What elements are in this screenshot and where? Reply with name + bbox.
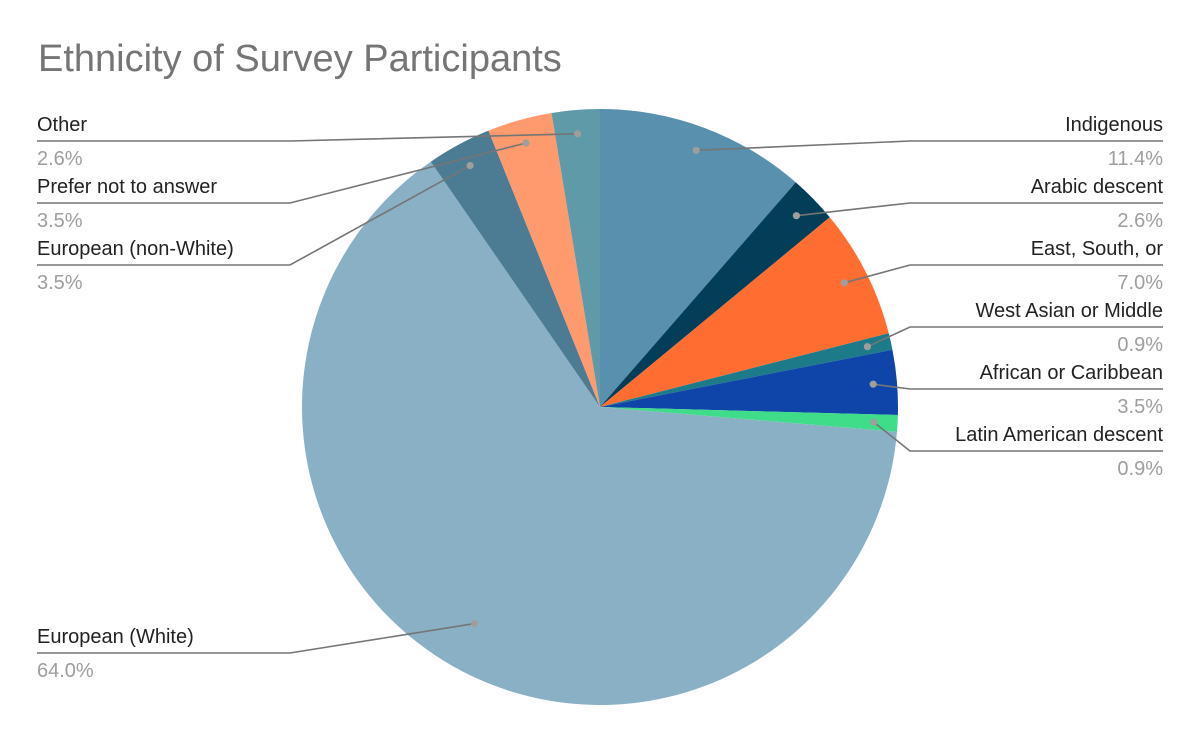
pie-slice-west-asian-or-middle [600, 333, 893, 407]
slice-labels: Indigenous 11.4% Arabic descent 2.6% East, S… [37, 114, 1163, 682]
leader-line-latin-american-descent [873, 421, 1163, 452]
slice-label-indigenous: Indigenous [1065, 114, 1163, 136]
pie-slice-east-south-or [600, 217, 889, 407]
slice-label-european-white: European (White) [37, 626, 194, 648]
leader-line-arabic-descent [796, 202, 1163, 217]
slice-label-west-asian-or-middle: West Asian or Middle [976, 300, 1164, 322]
chart-title: Ethnicity of Survey Participants [38, 38, 562, 80]
leader-line-west-asian-or-middle [867, 326, 1163, 348]
leader-line-east-south-or [844, 264, 1163, 284]
leader-dot-west-asian-or-middle [863, 343, 872, 351]
slice-label-latin-american-descent: Latin American descent [955, 424, 1163, 446]
pie-slice-latin-american-descent [600, 407, 898, 432]
leader-dot-european-white [470, 620, 479, 628]
pie-slice-arabic-descent [600, 182, 830, 407]
slice-value-other: 2.6% [37, 148, 83, 170]
leader-line-indigenous [696, 140, 1163, 152]
pie-slice-african-or-caribbean [600, 349, 898, 415]
slice-label-african-or-caribbean: African or Caribbean [980, 362, 1163, 384]
pie-slice-indigenous [600, 109, 796, 407]
slice-value-latin-american-descent: 0.9% [1117, 458, 1163, 480]
leader-dot-prefer-not-to-answer [522, 139, 530, 147]
slice-label-prefer-not-to-answer: Prefer not to answer [37, 176, 217, 198]
pie-slices [302, 109, 898, 706]
leader-line-prefer-not-to-answer [37, 142, 527, 204]
pie-slice-other [551, 109, 600, 407]
pie-slice-prefer-not-to-answer [488, 112, 600, 407]
slice-value-prefer-not-to-answer: 3.5% [37, 210, 83, 232]
slice-label-other: Other [37, 114, 87, 136]
pie-slice-european-non-white [430, 130, 600, 407]
slice-value-african-or-caribbean: 3.5% [1117, 396, 1163, 418]
slice-value-arabic-descent: 2.6% [1117, 210, 1163, 232]
leader-line-african-or-caribbean [873, 383, 1163, 390]
slice-value-european-white: 64.0% [37, 660, 94, 682]
slice-label-arabic-descent: Arabic descent [1031, 176, 1164, 198]
leader-line-european-white [37, 622, 475, 654]
leader-dot-african-or-caribbean [869, 380, 877, 388]
leader-line-other [37, 133, 578, 142]
leader-dot-other [574, 130, 582, 138]
leader-dot-european-non-white [466, 162, 474, 170]
slice-value-indigenous: 11.4% [1108, 148, 1163, 170]
leader-lines [37, 130, 1163, 654]
slice-label-european-non-white: European (non-White) [37, 238, 234, 260]
slice-value-european-non-white: 3.5% [37, 272, 83, 294]
pie-slice-european-white [302, 161, 897, 706]
slice-value-west-asian-or-middle: 0.9% [1117, 334, 1163, 356]
slice-value-east-south-or: 7.0% [1117, 272, 1163, 294]
leader-dot-east-south-or [840, 279, 849, 287]
slice-label-east-south-or: East, South, or [1031, 238, 1164, 260]
leader-dot-indigenous [692, 146, 700, 154]
leader-dot-arabic-descent [792, 212, 801, 220]
leader-line-european-non-white [37, 164, 471, 266]
leader-dot-latin-american-descent [870, 418, 878, 426]
